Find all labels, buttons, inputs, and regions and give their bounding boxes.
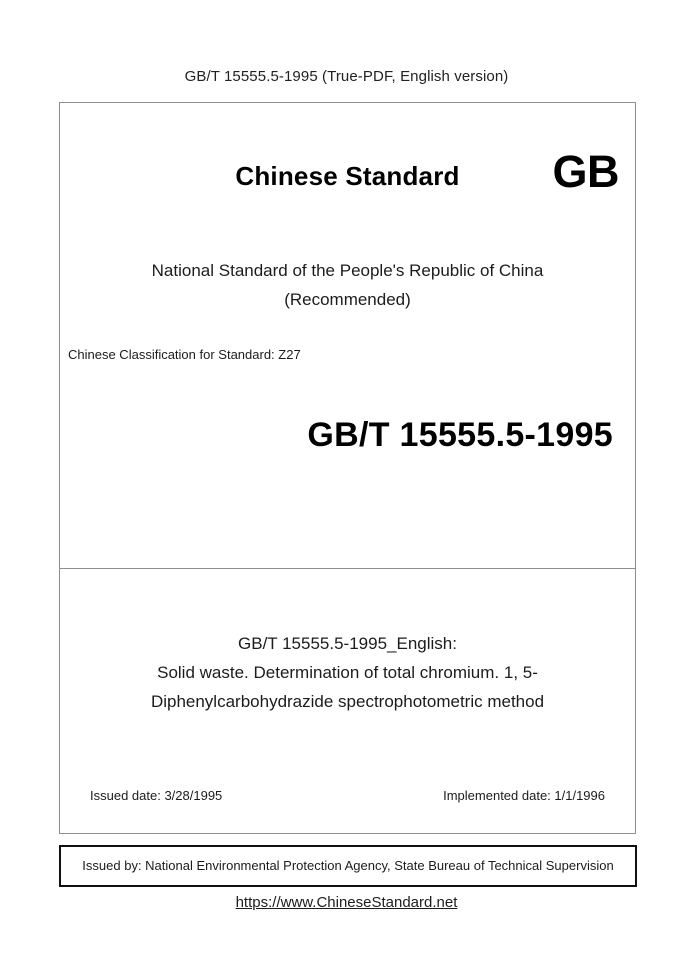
national-standard-subtitle: National Standard of the People's Republ… xyxy=(60,256,635,314)
issuer-box: Issued by: National Environmental Protec… xyxy=(59,845,637,887)
footer-url-link[interactable]: https://www.ChineseStandard.net xyxy=(235,894,458,911)
standard-title-line-2: Solid waste. Determination of total chro… xyxy=(157,663,538,682)
cover-title-row: Chinese Standard GB xyxy=(60,149,635,205)
issuer-label: Issued by: National Environmental Protec… xyxy=(82,858,614,873)
national-standard-line-2: (Recommended) xyxy=(284,290,411,309)
classification-label: Chinese Classification for Standard: Z27 xyxy=(68,347,301,362)
issued-date-label: Issued date: 3/28/1995 xyxy=(90,788,223,803)
cover-lower-section: GB/T 15555.5-1995_English: Solid waste. … xyxy=(60,569,635,833)
standard-cover-frame: Chinese Standard GB National Standard of… xyxy=(59,102,636,834)
chinese-standard-heading: Chinese Standard xyxy=(235,161,460,191)
implemented-date-label: Implemented date: 1/1/1996 xyxy=(443,788,605,803)
cover-upper-section: Chinese Standard GB National Standard of… xyxy=(60,103,635,569)
standard-title-line-1: GB/T 15555.5-1995_English: xyxy=(238,634,457,653)
gb-logo: GB xyxy=(552,146,620,197)
document-header-label: GB/T 15555.5-1995 (True-PDF, English ver… xyxy=(184,68,509,85)
standard-title-line-3: Diphenylcarbohydrazide spectrophotometri… xyxy=(150,692,545,711)
standard-number: GB/T 15555.5-1995 xyxy=(307,416,613,454)
date-row: Issued date: 3/28/1995 Implemented date:… xyxy=(90,788,605,808)
national-standard-line-1: National Standard of the People's Republ… xyxy=(151,261,544,280)
standard-title-block: GB/T 15555.5-1995_English: Solid waste. … xyxy=(84,629,611,716)
